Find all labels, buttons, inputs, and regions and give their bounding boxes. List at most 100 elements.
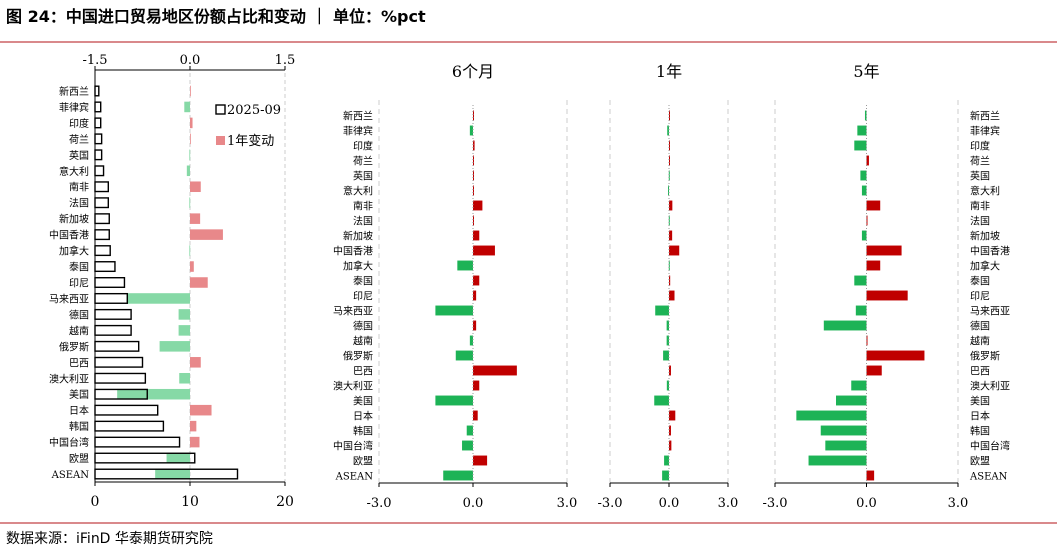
x-tick-label: 0.0 (659, 496, 680, 511)
change-bar (866, 365, 882, 376)
change-bar (820, 425, 867, 436)
change-bar (190, 357, 201, 368)
category-label: 印尼 (970, 291, 990, 303)
change-bar (669, 110, 670, 121)
share-bar (94, 133, 103, 145)
legend-swatch-change (216, 136, 225, 145)
category-label: 加拿大 (59, 245, 89, 258)
category-label: 南非 (970, 200, 990, 213)
change-bar (655, 305, 669, 316)
change-bar (155, 468, 190, 480)
change-bar (669, 275, 671, 286)
change-bar (178, 325, 190, 336)
share-bar (94, 149, 103, 161)
category-label: 日本 (970, 410, 990, 423)
change-bar (462, 440, 473, 451)
category-label: 马来西亚 (333, 306, 373, 318)
category-label: 中国台湾 (49, 436, 89, 449)
share-bar (94, 356, 144, 368)
category-label: 中国台湾 (970, 440, 1010, 453)
category-label: 新西兰 (343, 110, 373, 123)
share-bar (94, 165, 105, 177)
category-label: 印尼 (69, 278, 89, 290)
change-bar (669, 425, 671, 436)
change-bar (457, 260, 473, 271)
title-divider (0, 41, 1057, 43)
category-label: 泰国 (353, 275, 373, 288)
category-label: 澳大利亚 (970, 380, 1010, 393)
change-bar (455, 350, 473, 361)
share-bar (94, 277, 126, 288)
change-bar (466, 425, 473, 436)
change-bar (473, 170, 474, 181)
change-bar (190, 133, 191, 145)
chart-title: 6个月 (452, 62, 494, 81)
change-bar (669, 410, 676, 421)
change-bar (654, 395, 669, 406)
change-bar (435, 395, 473, 406)
share-chart: 0 10 20 -1.5 0.0 1.5 新西兰菲律宾印度荷兰英国意大利南非法国新加坡中国香… (49, 53, 295, 510)
category-label: 日本 (69, 404, 89, 417)
x-tick-label: 3.0 (557, 496, 578, 511)
change-bar (189, 197, 191, 208)
category-label: 中国香港 (970, 245, 1010, 258)
change-bar (669, 440, 672, 451)
change-bar (668, 260, 670, 271)
change-bar (669, 245, 680, 256)
bottom-tick-label: 20 (276, 494, 294, 510)
x-tick-label: -3.0 (597, 496, 622, 511)
category-label: 新加坡 (343, 230, 373, 243)
share-bar (94, 197, 110, 209)
x-tick-label: -3.0 (366, 496, 391, 511)
change-bar (823, 320, 867, 331)
change-bar (117, 388, 190, 400)
top-tick-label: 1.5 (275, 53, 296, 68)
category-label: 泰国 (69, 261, 89, 274)
top-tick-label: -1.5 (82, 53, 107, 68)
category-label: 新加坡 (970, 230, 1000, 243)
change-bar (469, 335, 473, 346)
x-tick-label: 0.0 (463, 496, 484, 511)
change-bar (664, 455, 669, 466)
share-bar (94, 213, 110, 225)
category-label: 德国 (353, 320, 373, 333)
top-tick-label: 0.0 (180, 53, 201, 68)
change-bar (190, 213, 201, 224)
change-bar (668, 185, 670, 196)
category-label: ASEAN (51, 470, 90, 481)
category-label: 新加坡 (59, 213, 89, 226)
share-bar (94, 436, 181, 448)
change-bar (179, 372, 190, 384)
category-label: 巴西 (353, 366, 373, 378)
category-label: 印度 (970, 140, 990, 153)
change-bar (190, 277, 208, 288)
change-bar (866, 200, 881, 211)
change-bar (166, 452, 190, 464)
category-label: 巴西 (69, 357, 89, 369)
change-bar (666, 335, 669, 346)
change-5y-chart: -3.0 0.0 3.0 5年新西兰菲律宾印度荷兰英国意大利南非法国新加坡中国香港加拿… (762, 62, 1010, 511)
change-bar (866, 290, 908, 301)
share-bar (94, 404, 159, 416)
category-label: 印度 (69, 117, 89, 130)
change-1y-chart: -3.0 0.0 3.0 1年 (597, 62, 738, 511)
category-label: 泰国 (970, 275, 990, 288)
bottom-tick-label: 0 (91, 494, 100, 510)
category-label: 新西兰 (59, 85, 89, 98)
change-bar (473, 215, 474, 226)
change-bar (473, 320, 477, 331)
legend-label-share: 2025-09 (227, 103, 281, 118)
change-bar (825, 440, 867, 451)
change-bar (854, 140, 867, 151)
change-bar (861, 185, 867, 196)
category-label: 菲律宾 (970, 125, 1000, 138)
category-label: 澳大利亚 (333, 380, 373, 393)
category-label: 俄罗斯 (59, 340, 89, 353)
change-bar (663, 350, 669, 361)
category-label: 日本 (353, 410, 373, 423)
category-label: 新西兰 (970, 110, 1000, 123)
change-bar (473, 290, 477, 301)
change-bar (190, 181, 201, 193)
change-bar (473, 185, 474, 196)
share-bar (94, 245, 111, 257)
